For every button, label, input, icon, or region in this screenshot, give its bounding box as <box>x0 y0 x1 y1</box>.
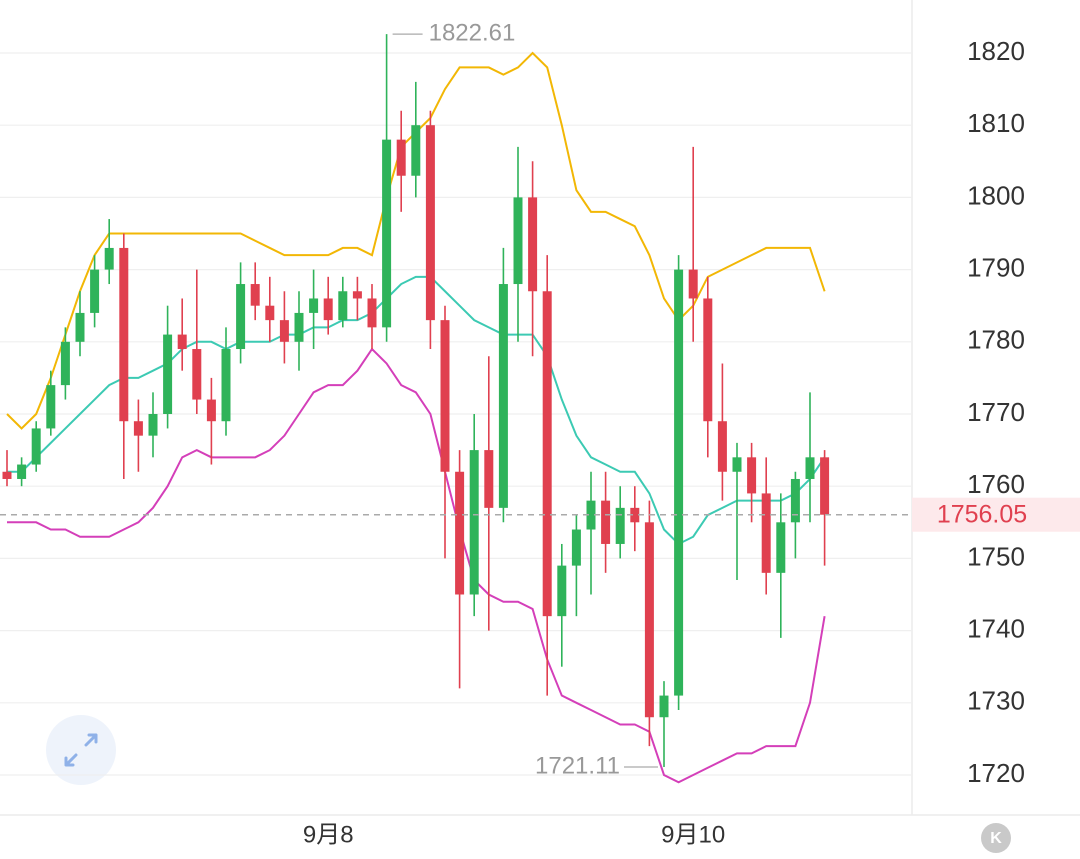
candle-body <box>586 500 596 530</box>
band-line <box>7 347 826 784</box>
candle-body <box>790 478 800 523</box>
candle-body <box>674 269 684 696</box>
candle-body <box>557 565 567 617</box>
kline-label: K <box>990 830 1002 847</box>
candle-body <box>250 284 260 306</box>
candle-body <box>484 450 494 508</box>
min-label: 1721.11 <box>535 752 620 779</box>
candle-body <box>805 457 815 479</box>
candle-body <box>513 197 523 285</box>
x-tick-label: 9月10 <box>661 821 725 848</box>
candle-body <box>206 399 216 422</box>
candle-body <box>396 139 406 176</box>
x-tick-label: 9月8 <box>303 821 354 848</box>
candle-body <box>17 464 27 479</box>
candle-body <box>455 471 465 595</box>
y-tick-label: 1720 <box>967 758 1025 788</box>
candle-body <box>659 695 669 718</box>
candle-body <box>177 334 187 350</box>
candle-body <box>382 139 392 328</box>
candle-body <box>46 385 56 429</box>
candle-body <box>104 247 114 270</box>
candle-body <box>820 457 830 515</box>
candle-body <box>367 298 377 328</box>
candle-body <box>747 457 757 494</box>
band-line <box>7 275 826 546</box>
candle-body <box>352 291 362 299</box>
candle-body <box>571 529 581 566</box>
candle-body <box>90 269 100 313</box>
expand-icon <box>64 733 98 767</box>
expand-button[interactable] <box>46 715 116 785</box>
y-tick-label: 1760 <box>967 469 1025 499</box>
y-tick-label: 1820 <box>967 36 1025 66</box>
y-tick-label: 1770 <box>967 397 1025 427</box>
kline-button[interactable]: K <box>981 823 1011 853</box>
candle-body <box>630 507 640 523</box>
candle-body <box>309 298 319 313</box>
y-tick-label: 1750 <box>967 541 1025 571</box>
candle-body <box>236 284 246 350</box>
candle-body <box>411 125 421 176</box>
candle-body <box>163 334 173 414</box>
candle-body <box>528 197 538 292</box>
candle-body <box>761 493 771 573</box>
candle-body <box>703 298 713 422</box>
candle-body <box>75 312 85 342</box>
y-tick-label: 1800 <box>967 180 1025 210</box>
y-tick-label: 1790 <box>967 252 1025 282</box>
candle-body <box>133 421 143 436</box>
candle-body <box>601 500 611 544</box>
candle-body <box>221 349 231 422</box>
candle-body <box>615 507 625 544</box>
candle-body <box>265 305 275 321</box>
kline-bg[interactable] <box>981 823 1011 853</box>
candle-body <box>440 320 450 472</box>
candle-body <box>2 471 12 479</box>
y-tick-label: 1730 <box>967 686 1025 716</box>
candle-body <box>294 312 304 342</box>
max-label: 1822.61 <box>429 19 516 46</box>
y-tick-label: 1810 <box>967 108 1025 138</box>
candle-body <box>338 291 348 321</box>
candle-body <box>688 269 698 299</box>
candle-body <box>776 522 786 573</box>
expand-bg[interactable] <box>46 715 116 785</box>
candle-body <box>732 457 742 472</box>
candle-body <box>425 125 435 321</box>
y-tick-label: 1740 <box>967 613 1025 643</box>
candle-body <box>469 450 479 595</box>
candle-body <box>644 522 654 718</box>
candle-body <box>279 320 289 342</box>
candle-body <box>323 298 333 321</box>
candle-body <box>717 421 727 472</box>
candle-body <box>148 413 158 436</box>
candle-body <box>192 349 202 400</box>
last-price-box <box>912 497 1080 532</box>
candle-body <box>119 247 129 422</box>
candle-body <box>498 284 508 508</box>
candle-body <box>31 428 41 465</box>
candle-body <box>60 341 70 386</box>
y-tick-label: 1780 <box>967 325 1025 355</box>
candle-body <box>542 291 552 617</box>
last-price-label: 1756.05 <box>937 500 1027 528</box>
